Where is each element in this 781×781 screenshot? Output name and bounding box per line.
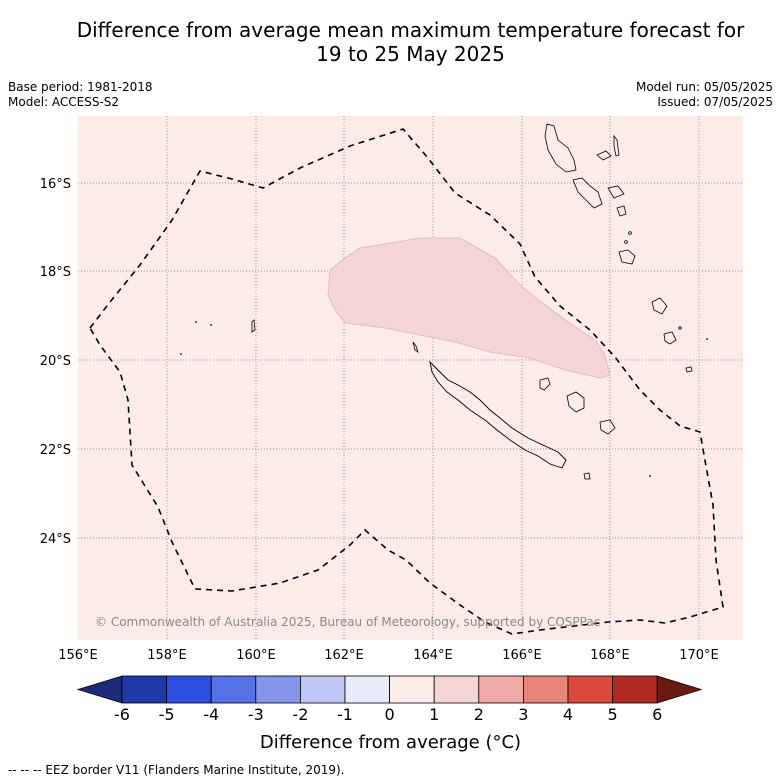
- longitude-tick-label: 158°E: [147, 648, 187, 663]
- graticule: [78, 116, 743, 640]
- longitude-tick-label: 168°E: [590, 648, 630, 663]
- title-line-1: Difference from average mean maximum tem…: [76, 18, 745, 42]
- shepherd-islands: [628, 231, 632, 235]
- map-title: Difference from average mean maximum tem…: [0, 18, 781, 66]
- latitude-tick-label: 24°S: [40, 532, 71, 547]
- colorbar-swatch: [612, 675, 658, 704]
- colorbar-tick-label: 6: [652, 705, 662, 724]
- colorbar-title: Difference from average (°C): [259, 732, 522, 753]
- longitude-tick-label: 170°E: [679, 648, 719, 663]
- colorbar-tick-label: 2: [474, 705, 484, 724]
- longitude-tick-label: 160°E: [236, 648, 276, 663]
- small-islet-3: [180, 353, 182, 355]
- emae-island: [624, 240, 628, 244]
- title-line-2: 19 to 25 May 2025: [316, 42, 505, 66]
- small-islet-1: [195, 321, 197, 323]
- longitude-tick-label: 166°E: [502, 648, 542, 663]
- colorbar: -6 -5 -4 -3 -2 -1 0 1 2 3 4 5 6: [76, 675, 703, 724]
- aniwa-island: [678, 326, 682, 330]
- colorbar-tick-label: -3: [248, 705, 264, 724]
- colorbar-tick-label: 3: [518, 705, 528, 724]
- espiritu-santo-island: [544, 123, 577, 173]
- epi-island: [616, 205, 627, 217]
- colorbar-tick-label: -5: [159, 705, 175, 724]
- copyright-text: © Commonwealth of Australia 2025, Bureau…: [95, 615, 600, 629]
- latitude-tick-label: 22°S: [40, 443, 71, 458]
- maewo-island: [613, 134, 620, 157]
- new-caledonia-island: [429, 360, 567, 469]
- colorbar-swatch: [389, 675, 435, 704]
- latitude-tick-label: 16°S: [40, 177, 71, 192]
- colorbar-tick-label: 0: [385, 705, 395, 724]
- colorbar-swatch: [210, 675, 257, 704]
- erromango-island: [651, 297, 668, 315]
- latitude-tick-label: 18°S: [40, 265, 71, 280]
- small-islet-4: [649, 475, 651, 477]
- colorbar-over-arrow: [656, 675, 703, 704]
- colorbar-under-arrow: [76, 675, 123, 704]
- tanna-island: [663, 331, 677, 345]
- base-period: Base period: 1981-2018: [8, 80, 153, 94]
- base-info: Base period: 1981-2018 Model: ACCESS-S2: [8, 80, 153, 110]
- colorbar-swatch: [523, 675, 569, 704]
- malakula-island: [572, 177, 603, 209]
- longitude-tick-label: 162°E: [324, 648, 364, 663]
- colorbar-tick-label: 4: [563, 705, 573, 724]
- colorbar-swatch: [344, 675, 390, 704]
- colorbar-swatch: [166, 675, 212, 704]
- colorbar-tick-label: -6: [114, 705, 130, 724]
- mare-island: [599, 419, 616, 435]
- colorbar-tick-label: -2: [292, 705, 308, 724]
- colorbar-tick-label: 5: [608, 705, 618, 724]
- chesterfield-reef: [251, 319, 256, 333]
- ouvea-island: [539, 377, 551, 391]
- latitude-labels: 16°S 18°S 20°S 22°S 24°S: [40, 177, 71, 547]
- colorbar-tick-label: -1: [337, 705, 353, 724]
- colorbar-swatch: [567, 675, 613, 704]
- colorbar-swatch: [478, 675, 524, 704]
- belep-islands: [412, 341, 419, 353]
- issued-date: Issued: 07/05/2025: [657, 95, 773, 109]
- small-islet-5: [706, 338, 708, 340]
- model-run: Model run: 05/05/2025: [635, 80, 773, 94]
- ambrym-island: [607, 185, 625, 199]
- malo-island: [596, 150, 612, 161]
- walpole-island: [583, 472, 591, 480]
- efate-island: [618, 249, 636, 265]
- anomaly-patch: [327, 237, 611, 379]
- colorbar-swatch: [255, 675, 301, 704]
- run-info: Model run: 05/05/2025 Issued: 07/05/2025: [636, 80, 773, 110]
- colorbar-swatch: [433, 675, 480, 704]
- aneityum-island: [685, 366, 693, 373]
- latitude-tick-label: 20°S: [40, 354, 71, 369]
- small-islet-2: [210, 324, 212, 326]
- colorbar-swatch: [299, 675, 346, 704]
- longitude-tick-label: 156°E: [58, 648, 98, 663]
- eez-legend-note: -- -- -- EEZ border V11 (Flanders Marine…: [8, 763, 345, 777]
- colorbar-tick-label: 1: [429, 705, 439, 724]
- model-name: Model: ACCESS-S2: [8, 95, 120, 109]
- map-background: [78, 116, 743, 640]
- colorbar-swatch: [121, 675, 167, 704]
- lifou-island: [566, 391, 585, 413]
- eez-border: [89, 128, 724, 635]
- longitude-labels: 156°E 158°E 160°E 162°E 164°E 166°E 168°E 170°E: [58, 648, 719, 663]
- colorbar-tick-label: -4: [203, 705, 219, 724]
- longitude-tick-label: 164°E: [413, 648, 453, 663]
